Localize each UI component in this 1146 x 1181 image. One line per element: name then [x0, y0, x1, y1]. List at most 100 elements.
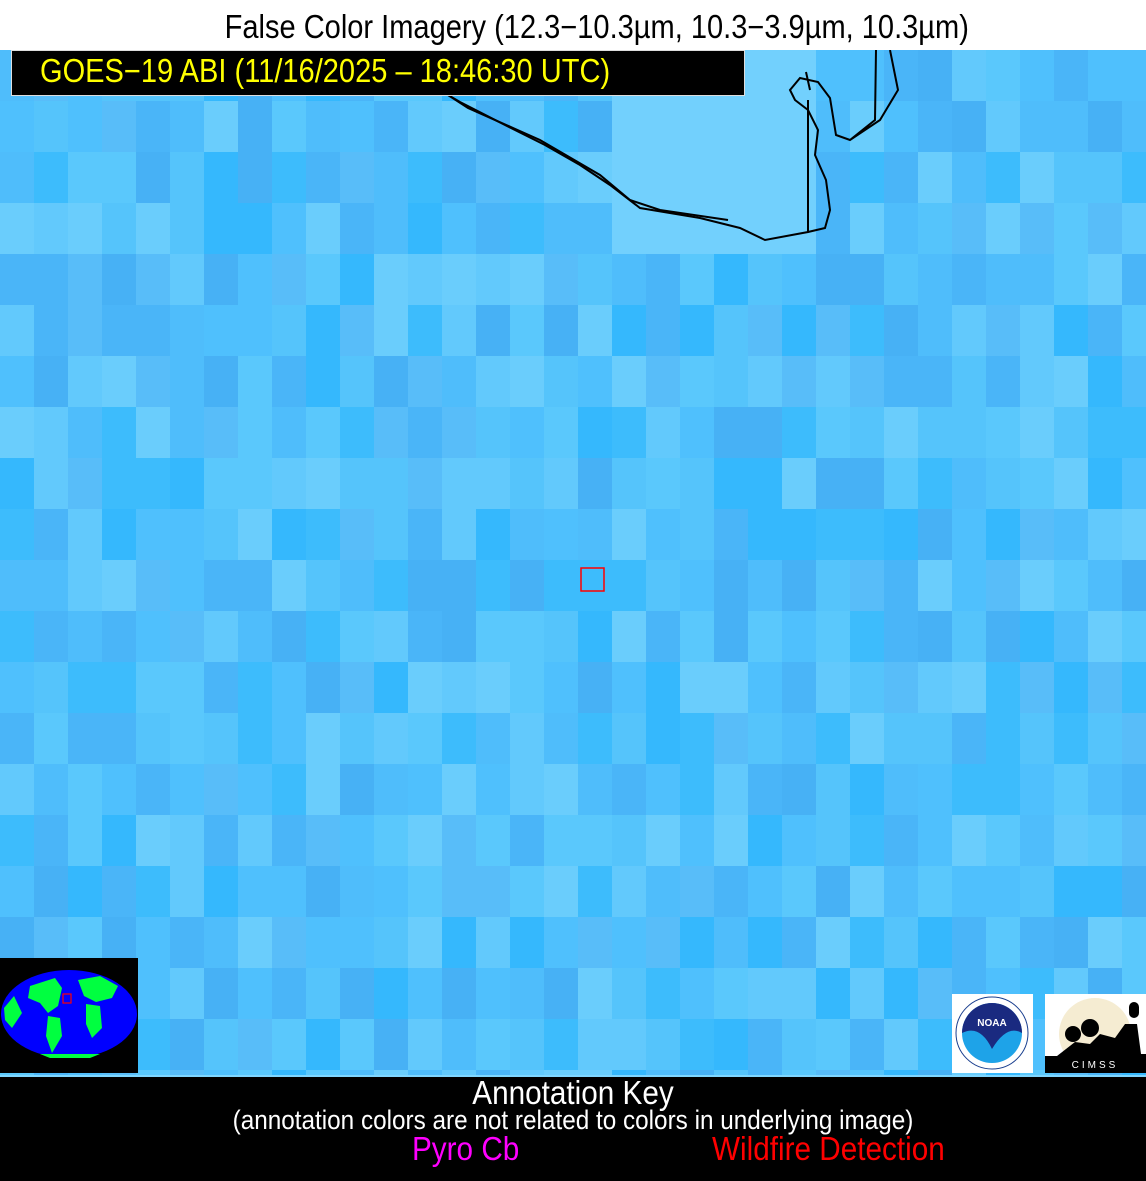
image-pixel	[1088, 152, 1122, 203]
image-pixel	[476, 713, 510, 764]
image-pixel	[374, 1070, 408, 1075]
image-pixel	[510, 713, 544, 764]
image-pixel	[680, 509, 714, 560]
image-pixel	[204, 254, 238, 305]
image-pixel	[272, 305, 306, 356]
image-pixel	[918, 509, 952, 560]
image-title: False Color Imagery (12.3−10.3µm, 10.3−3…	[224, 8, 969, 45]
image-pixel	[850, 458, 884, 509]
image-pixel	[476, 611, 510, 662]
image-pixel	[782, 764, 816, 815]
image-pixel	[850, 509, 884, 560]
image-pixel	[442, 866, 476, 917]
image-pixel	[442, 611, 476, 662]
image-pixel	[578, 1019, 612, 1070]
image-pixel	[544, 458, 578, 509]
image-pixel	[680, 458, 714, 509]
image-pixel	[374, 560, 408, 611]
image-pixel	[34, 815, 68, 866]
image-pixel	[612, 1070, 646, 1075]
image-pixel	[1054, 203, 1088, 254]
image-pixel	[102, 713, 136, 764]
image-pixel	[1020, 407, 1054, 458]
image-pixel	[612, 356, 646, 407]
image-pixel	[1122, 152, 1146, 203]
image-pixel	[272, 560, 306, 611]
image-pixel	[408, 407, 442, 458]
image-pixel	[374, 203, 408, 254]
image-pixel	[136, 611, 170, 662]
image-pixel	[136, 458, 170, 509]
image-pixel	[884, 50, 918, 101]
image-pixel	[680, 662, 714, 713]
image-pixel	[408, 356, 442, 407]
image-pixel	[374, 866, 408, 917]
image-pixel	[1020, 662, 1054, 713]
image-pixel	[714, 968, 748, 1019]
image-pixel	[272, 509, 306, 560]
image-pixel	[1122, 254, 1146, 305]
image-pixel	[408, 611, 442, 662]
image-pixel	[204, 968, 238, 1019]
image-pixel	[1088, 50, 1122, 101]
image-pixel	[306, 764, 340, 815]
image-pixel	[646, 611, 680, 662]
image-pixel	[680, 815, 714, 866]
image-pixel	[1054, 713, 1088, 764]
image-pixel	[748, 152, 782, 203]
wildfire-detection-box[interactable]	[580, 567, 605, 592]
image-pixel	[952, 713, 986, 764]
image-pixel	[272, 968, 306, 1019]
image-pixel	[918, 152, 952, 203]
image-pixel	[646, 1019, 680, 1070]
image-pixel	[782, 713, 816, 764]
image-pixel	[816, 254, 850, 305]
image-pixel	[748, 1019, 782, 1070]
image-pixel	[476, 101, 510, 152]
image-pixel	[850, 560, 884, 611]
image-pixel	[170, 254, 204, 305]
image-pixel	[986, 917, 1020, 968]
image-pixel	[986, 509, 1020, 560]
image-pixel	[850, 713, 884, 764]
image-pixel	[918, 50, 952, 101]
image-pixel	[272, 203, 306, 254]
image-pixel	[986, 203, 1020, 254]
image-pixel	[170, 764, 204, 815]
image-pixel	[102, 305, 136, 356]
image-pixel	[612, 101, 646, 152]
image-pixel	[408, 203, 442, 254]
image-pixel	[34, 764, 68, 815]
image-pixel	[170, 509, 204, 560]
image-pixel	[986, 50, 1020, 101]
image-pixel	[884, 611, 918, 662]
image-pixel	[612, 509, 646, 560]
image-pixel	[544, 611, 578, 662]
image-pixel	[884, 764, 918, 815]
image-pixel	[408, 662, 442, 713]
image-pixel	[1122, 560, 1146, 611]
image-pixel	[646, 101, 680, 152]
image-pixel	[102, 764, 136, 815]
image-pixel	[408, 305, 442, 356]
image-pixel	[272, 815, 306, 866]
image-pixel	[918, 764, 952, 815]
image-pixel	[170, 662, 204, 713]
image-pixel	[578, 917, 612, 968]
image-pixel	[68, 458, 102, 509]
image-pixel	[374, 458, 408, 509]
image-pixel	[748, 458, 782, 509]
image-pixel	[952, 560, 986, 611]
image-pixel	[612, 152, 646, 203]
image-pixel	[578, 203, 612, 254]
image-pixel	[1020, 254, 1054, 305]
image-pixel	[748, 917, 782, 968]
image-pixel	[816, 713, 850, 764]
image-pixel	[1020, 713, 1054, 764]
image-pixel	[306, 407, 340, 458]
image-pixel	[1088, 254, 1122, 305]
image-pixel	[204, 917, 238, 968]
image-pixel	[510, 968, 544, 1019]
image-pixel	[272, 254, 306, 305]
noaa-logo-icon: NOAA	[955, 996, 1029, 1070]
